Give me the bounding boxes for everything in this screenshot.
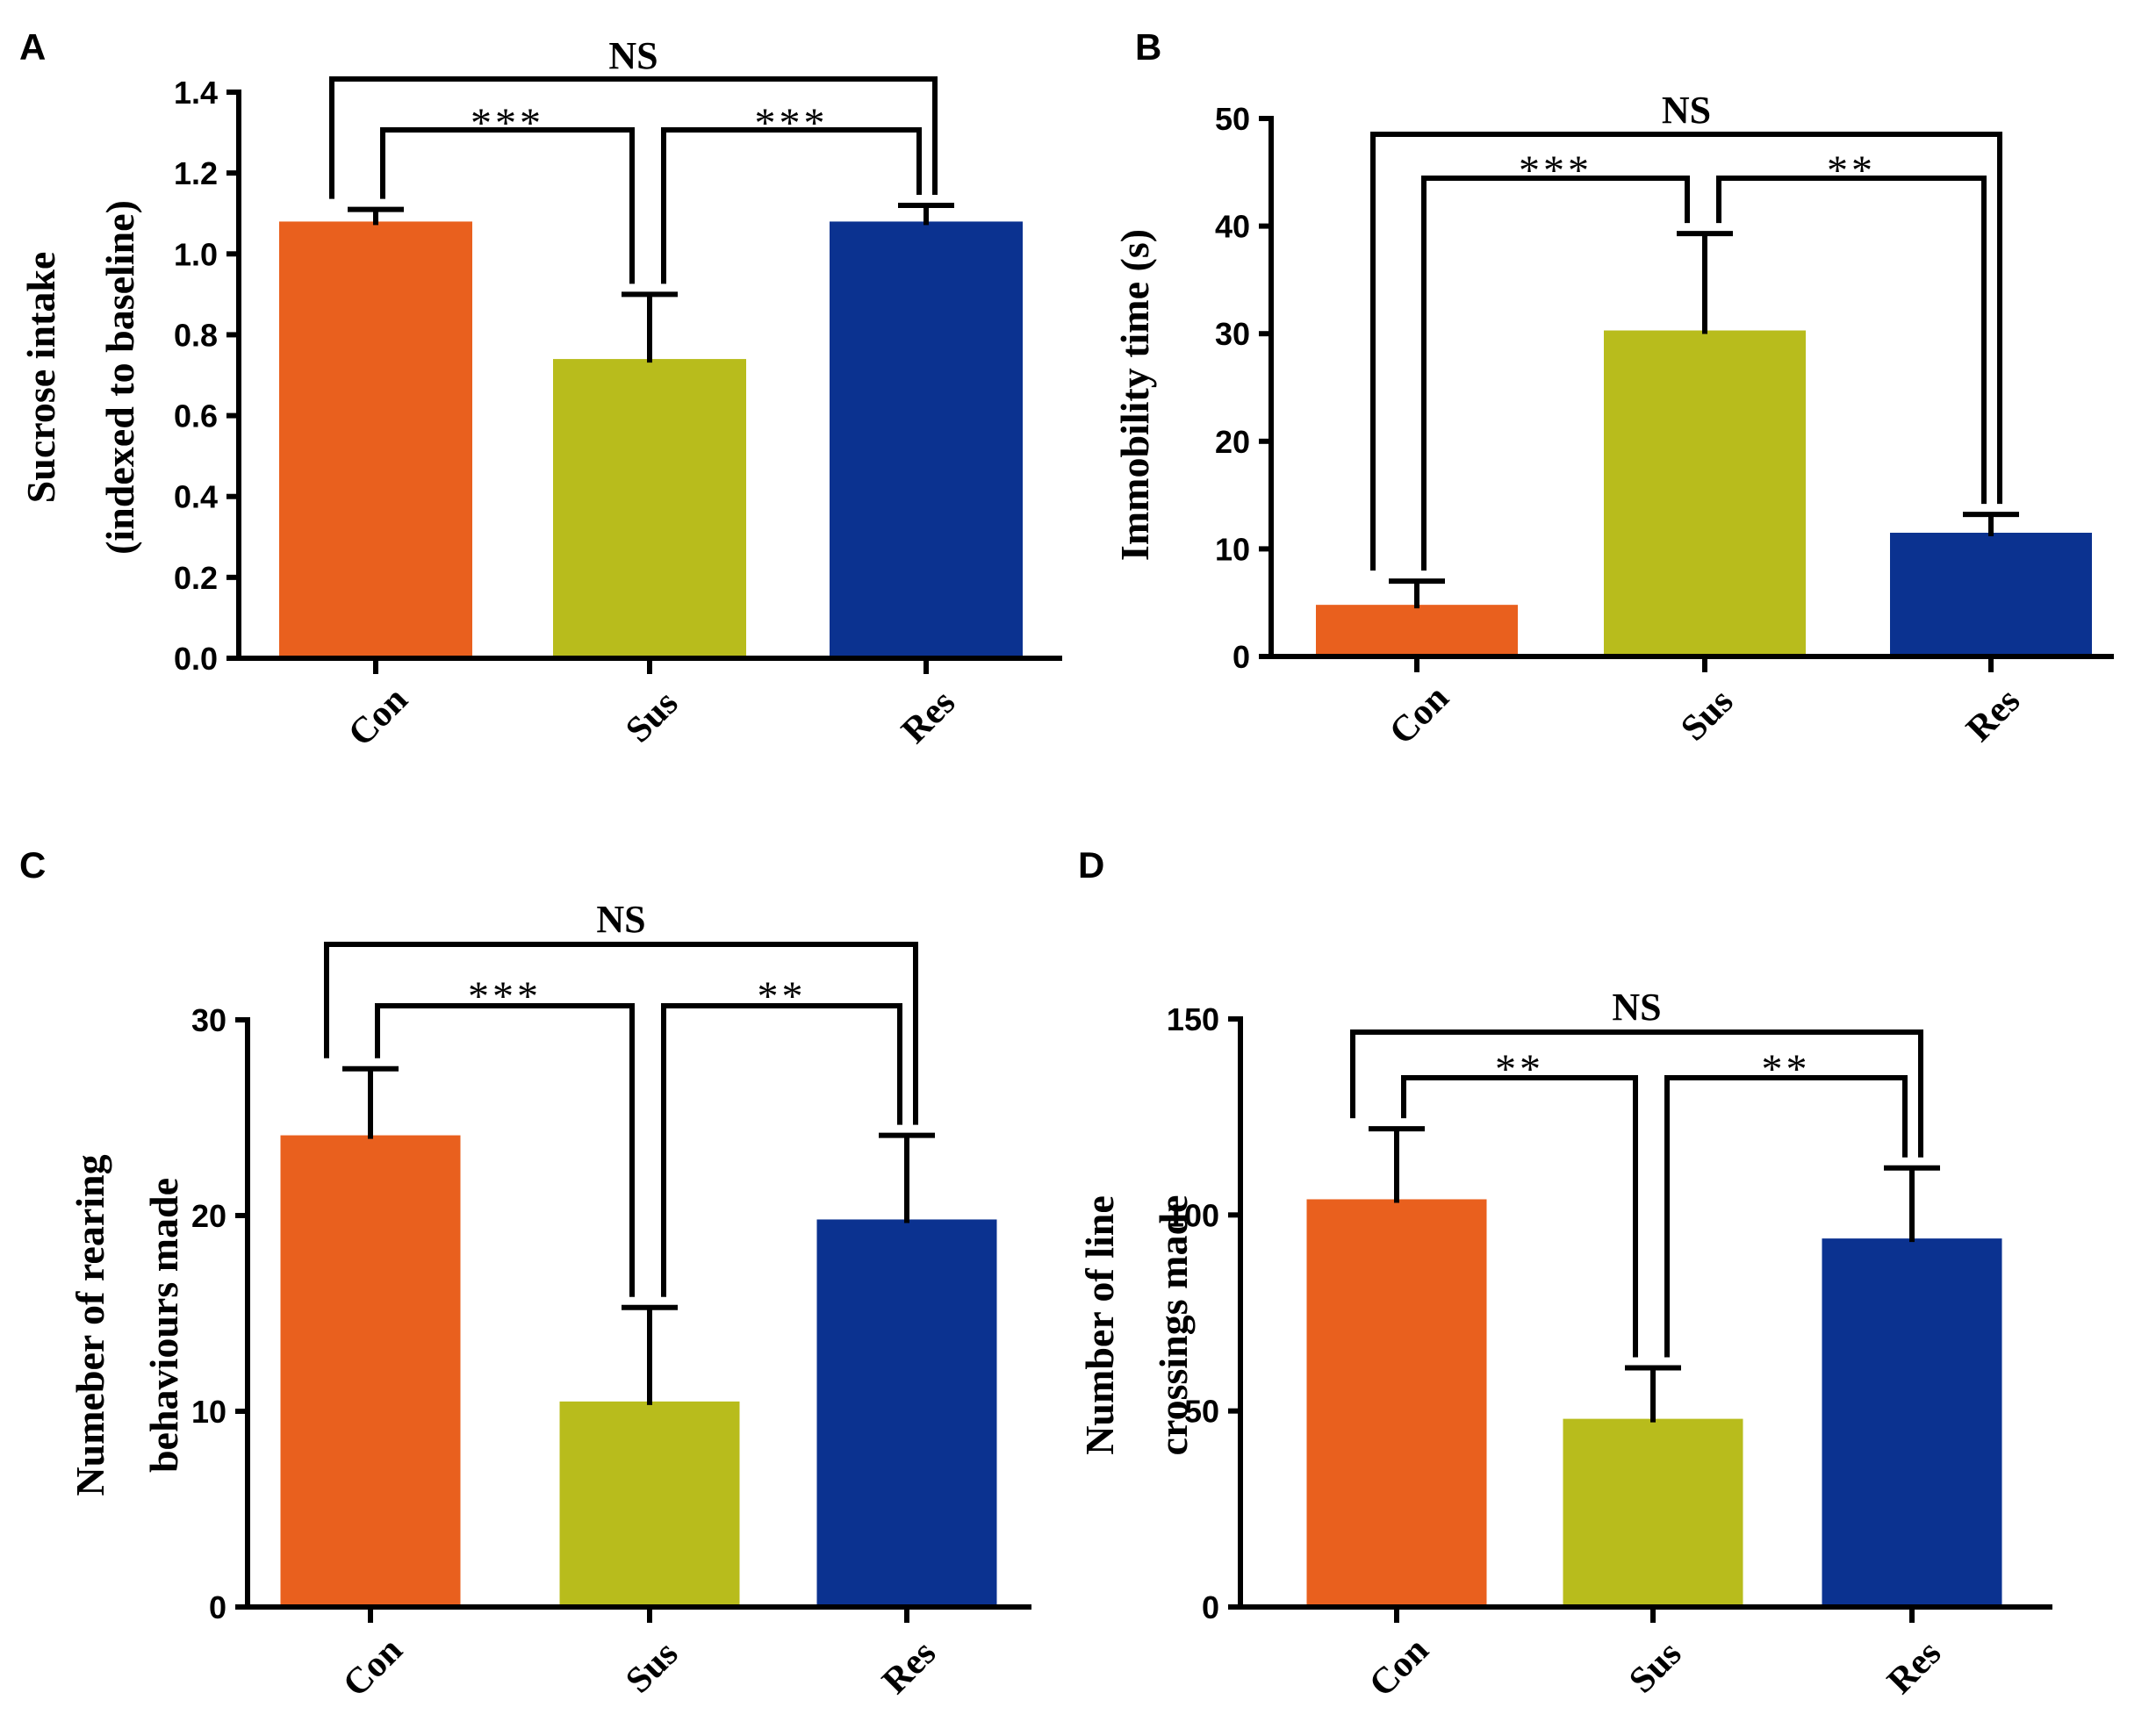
panel-a-svg: A 0.0 0.2 0.4 0.6 0.8 1.0 1.2 1.4 Con Sus Res Sucro… — [18, 26, 1062, 754]
significance-bracket — [1370, 132, 2002, 571]
bar-con — [1316, 605, 1518, 656]
significance-label: *** — [755, 100, 829, 147]
bar-res — [816, 1219, 997, 1607]
panel-c: C 0 10 20 30 Con Sus Res Numeber of rearing beha… — [0, 834, 1078, 1736]
y-tick-label: 30 — [191, 1002, 226, 1038]
y-tick-label: 50 — [1184, 1394, 1219, 1430]
y-tick-label: 0.6 — [174, 398, 218, 434]
y-tick-label: 150 — [1167, 1001, 1219, 1037]
x-tick-label-res: Res — [894, 682, 963, 751]
y-tick-label: 20 — [191, 1198, 226, 1234]
x-tick-label-sus: Sus — [618, 1633, 686, 1701]
significance-label: *** — [468, 973, 542, 1020]
significance-bracket — [1401, 1075, 1638, 1358]
significance-bracket — [1350, 1029, 1923, 1158]
x-tick-label-sus: Sus — [1673, 681, 1741, 749]
y-tick-label: 40 — [1215, 209, 1250, 245]
x-tick-label-sus: Sus — [618, 683, 686, 750]
significance-bracket — [329, 76, 938, 199]
bar-con — [1306, 1199, 1487, 1607]
x-tick-label-res: Res — [874, 1632, 944, 1702]
y-tick-label: 20 — [1215, 424, 1250, 460]
bar-con — [280, 1135, 461, 1607]
y-tick-label: 10 — [191, 1394, 226, 1430]
y-axis-title: behaviours made — [141, 1178, 186, 1473]
panel-b: B 0 10 20 30 40 50 Con Sus Res Immobility time (s… — [1078, 0, 2156, 834]
significance-bracket — [324, 942, 918, 1125]
significance-label: NS — [608, 34, 658, 77]
y-tick-label: 1.4 — [174, 75, 218, 111]
significance-label: ** — [1762, 1046, 1811, 1093]
significance-label: *** — [1519, 147, 1592, 194]
panel-a-letter: A — [19, 26, 46, 68]
x-tick-label-sus: Sus — [1621, 1633, 1689, 1701]
significance-bracket — [375, 1003, 635, 1297]
significance-bracket — [1716, 176, 1987, 505]
x-tick-label-con: Con — [335, 1630, 410, 1704]
panel-c-svg: C 0 10 20 30 Con Sus Res Numeber of rearing beha… — [19, 844, 1031, 1704]
panel-d-letter: D — [1078, 844, 1104, 886]
bar-res — [1822, 1238, 2002, 1607]
bar-sus — [1563, 1418, 1743, 1607]
x-tick-label-res: Res — [1958, 680, 2028, 750]
y-tick-label: 50 — [1215, 101, 1250, 137]
bar-con — [279, 221, 472, 658]
panel-b-svg: B 0 10 20 30 40 50 Con Sus Res Immobility time (s… — [1112, 26, 2114, 752]
significance-bracket — [1664, 1075, 1908, 1358]
panel-d: D 0 50 100 150 Con Sus Res Number of line crossi… — [1077, 834, 2156, 1736]
significance-label: NS — [1612, 986, 1661, 1029]
y-tick-label: 0.0 — [174, 641, 218, 677]
bar-sus — [553, 359, 746, 658]
x-tick-label-con: Con — [1362, 1630, 1436, 1704]
significance-label: NS — [1662, 89, 1711, 132]
x-tick-label-con: Con — [341, 679, 415, 754]
significance-bracket — [661, 127, 922, 284]
y-tick-label: 1.0 — [174, 236, 218, 272]
y-axis-title: Immobility time (s) — [1112, 229, 1157, 561]
y-tick-label: 0 — [1202, 1589, 1219, 1625]
significance-label: NS — [596, 898, 645, 941]
significance-label: ** — [1495, 1046, 1544, 1093]
y-tick-label: 0.2 — [174, 560, 218, 596]
y-axis-title: Sucrose intake — [18, 252, 63, 504]
significance-bracket — [1421, 176, 1690, 571]
significance-label: *** — [471, 100, 544, 147]
bar-sus — [1604, 330, 1806, 656]
y-tick-label: 0.8 — [174, 317, 218, 353]
y-axis-title: crossings made — [1151, 1195, 1196, 1456]
y-axis-title: (indexed to baseline) — [97, 200, 142, 555]
bar-res — [830, 221, 1023, 658]
panel-d-svg: D 0 50 100 150 Con Sus Res Number of line crossi… — [1077, 844, 2052, 1704]
y-tick-label: 0.4 — [174, 479, 218, 515]
panel-b-letter: B — [1135, 26, 1161, 68]
x-tick-label-con: Con — [1382, 678, 1456, 752]
y-tick-label: 100 — [1167, 1197, 1219, 1233]
y-axis-title: Numeber of rearing — [68, 1154, 112, 1496]
significance-label: ** — [758, 973, 807, 1020]
bar-res — [1890, 533, 2092, 656]
significance-label: ** — [1827, 147, 1876, 194]
bar-sus — [559, 1401, 740, 1607]
y-tick-label: 30 — [1215, 316, 1250, 352]
panel-a: A 0.0 0.2 0.4 0.6 0.8 1.0 1.2 1.4 Con Sus Res Sucro… — [0, 0, 1078, 834]
panel-c-letter: C — [19, 844, 46, 886]
y-tick-label: 10 — [1215, 531, 1250, 567]
significance-bracket — [661, 1003, 902, 1297]
y-tick-label: 0 — [209, 1589, 226, 1625]
y-tick-label: 0 — [1233, 639, 1250, 675]
x-tick-label-res: Res — [1879, 1632, 1949, 1702]
y-axis-title: Number of line — [1077, 1195, 1122, 1455]
significance-bracket — [380, 127, 635, 284]
y-tick-label: 1.2 — [174, 155, 218, 191]
